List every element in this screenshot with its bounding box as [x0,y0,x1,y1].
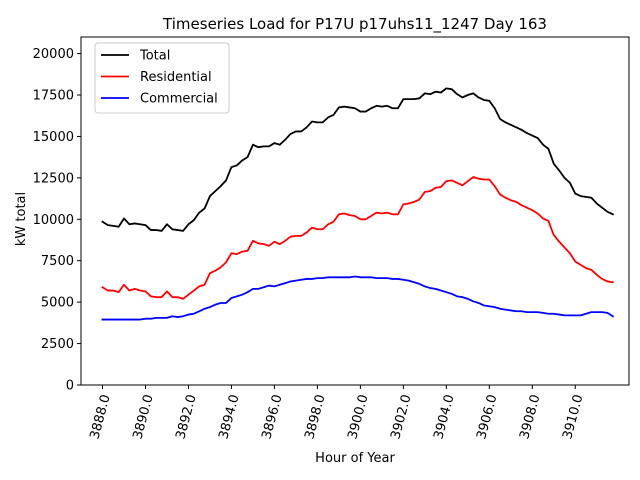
axes-layer [80,36,630,386]
legend-label-residential: Residential [140,70,212,85]
y-tick-label: 15000 [33,130,74,145]
y-tick-label: 12500 [33,171,74,186]
y-tick-label: 0 [66,379,74,394]
chart-title: Timeseries Load for P17U p17uhs11_1247 D… [162,15,547,34]
series-layer [101,87,615,321]
legend-label-total: Total [139,49,170,64]
x-axis-title: Hour of Year [315,451,395,466]
y-tick-label: 7500 [41,254,74,269]
series-line-total [101,87,615,232]
legend-box [94,42,230,114]
y-axis-title: kW total [14,192,29,246]
plot-frame [80,36,630,386]
legend-label-commercial: Commercial [140,92,218,107]
y-tick-label: 10000 [33,213,74,228]
y-tick-label: 5000 [41,296,74,311]
legend: Total Residential Commercial [94,42,230,114]
y-tick-label: 20000 [33,47,74,62]
y-tick-label: 2500 [41,337,74,352]
series-line-residential [101,176,614,300]
y-tick-label: 17500 [33,89,74,104]
series-line-commercial [101,275,615,321]
